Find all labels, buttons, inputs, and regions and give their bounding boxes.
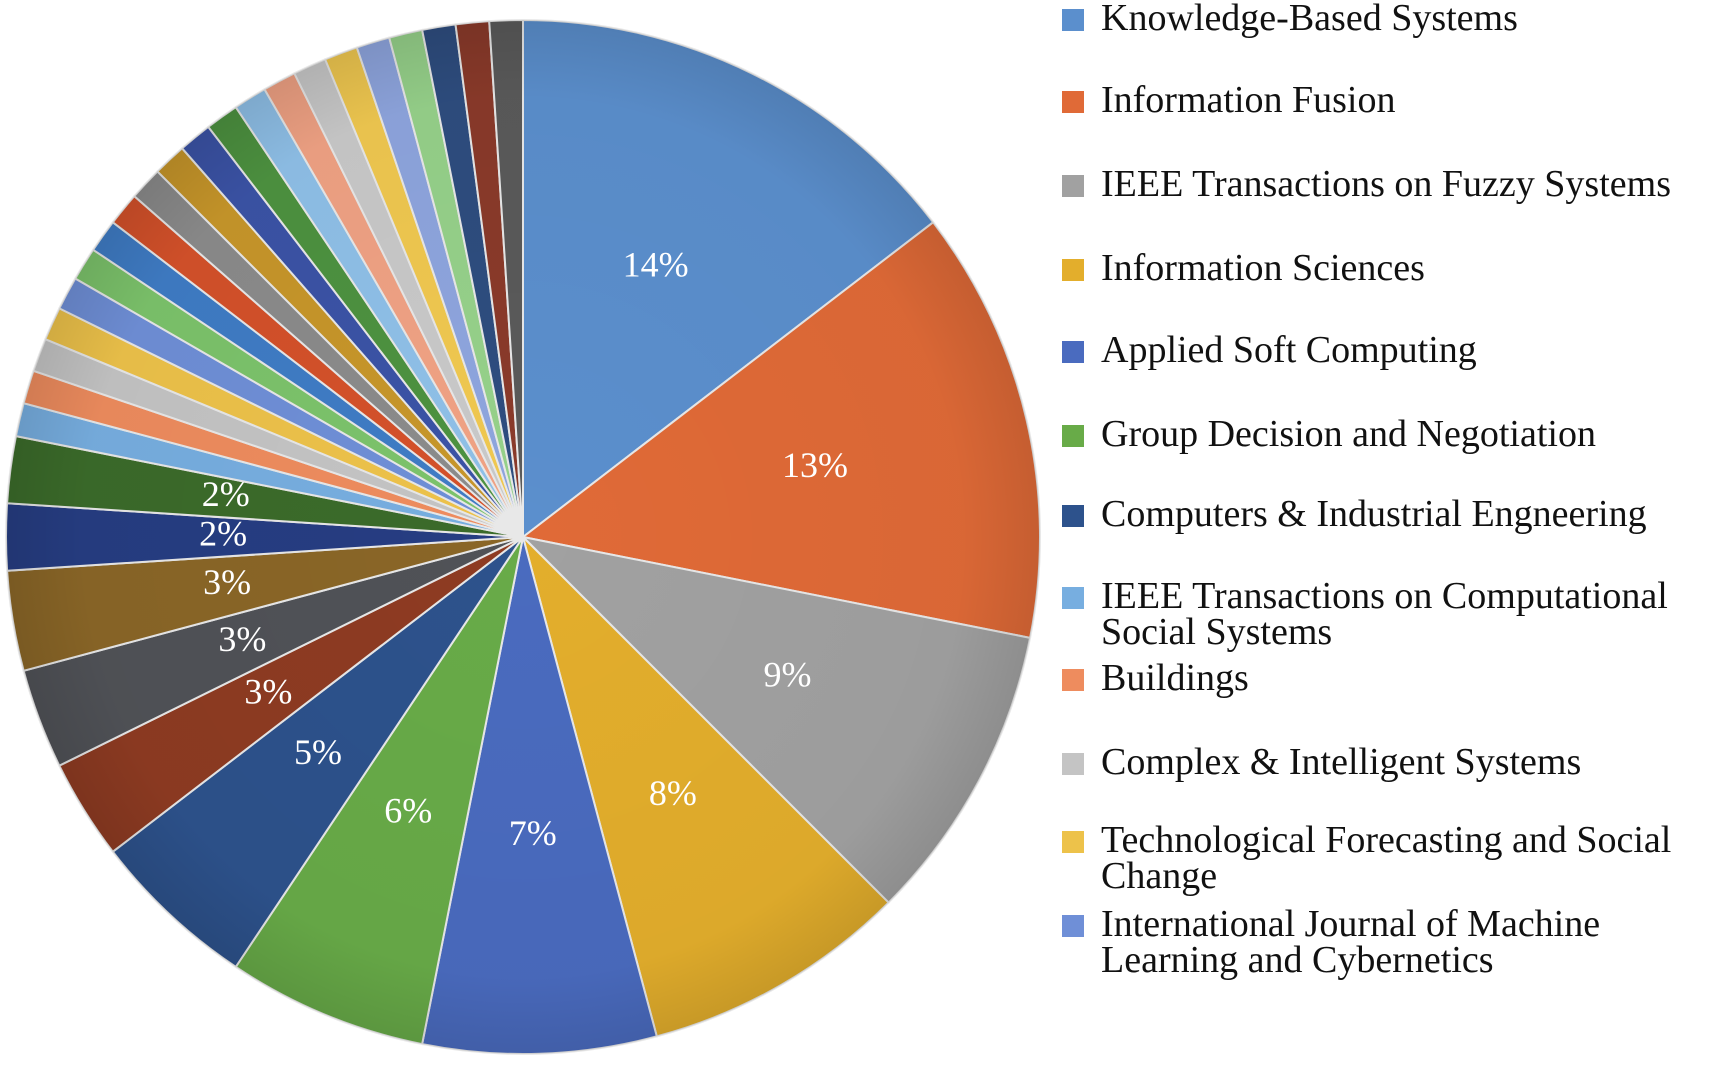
pie-data-label: 9% [764,655,812,695]
legend-label: Complex & Intelligent Systems [1101,741,1582,783]
legend-label: Technological Forecasting and Social Cha… [1101,819,1672,897]
legend-label: Information Sciences [1101,247,1425,289]
legend-label: IEEE Transactions on Computational Socia… [1101,575,1668,653]
legend-label: Group Decision and Negotiation [1101,413,1596,455]
legend-swatch [1062,753,1084,775]
pie-data-label: 13% [782,445,848,485]
pie-chart-svg: 14%13%9%8%7%6%5%3%3%3%2%2% [5,18,1041,1055]
pie-data-label: 2% [202,474,250,514]
pie-data-label: 8% [649,773,697,813]
legend-swatch [1062,91,1084,113]
legend-swatch [1062,425,1084,447]
legend-swatch [1062,915,1084,937]
legend-swatch [1062,259,1084,281]
legend-swatch [1062,831,1084,853]
legend-label: Information Fusion [1101,79,1396,121]
legend-label: IEEE Transactions on Fuzzy Systems [1101,163,1671,205]
pie-data-label: 3% [203,562,251,602]
pie-data-label: 7% [509,813,557,853]
pie-data-label: 2% [199,513,247,553]
pie-data-label: 3% [244,672,292,712]
pie-data-labels: 14%13%9%8%7%6%5%3%3%3%2%2% [199,244,848,853]
legend-label: Knowledge-Based Systems [1101,0,1518,39]
legend-swatch [1062,9,1084,31]
legend-label: Applied Soft Computing [1101,329,1477,371]
legend-swatch [1062,587,1084,609]
legend-swatch [1062,669,1084,691]
pie-chart: 14% 13% 9% 8% 7% 6% 5% 3% 3% 3% 2% 2% [5,18,1041,1055]
legend-label: Computers & Industrial Engneering [1101,493,1647,535]
legend-swatch [1062,341,1084,363]
legend-label: Buildings [1101,657,1249,699]
pie-slices [5,18,1041,1055]
pie-data-label: 3% [218,619,266,659]
legend-swatch [1062,505,1084,527]
pie-data-label: 6% [384,790,432,830]
legend-label: International Journal of Machine Learnin… [1101,903,1601,981]
pie-data-label: 5% [294,732,342,772]
pie-data-label: 14% [623,244,689,284]
legend-swatch [1062,175,1084,197]
